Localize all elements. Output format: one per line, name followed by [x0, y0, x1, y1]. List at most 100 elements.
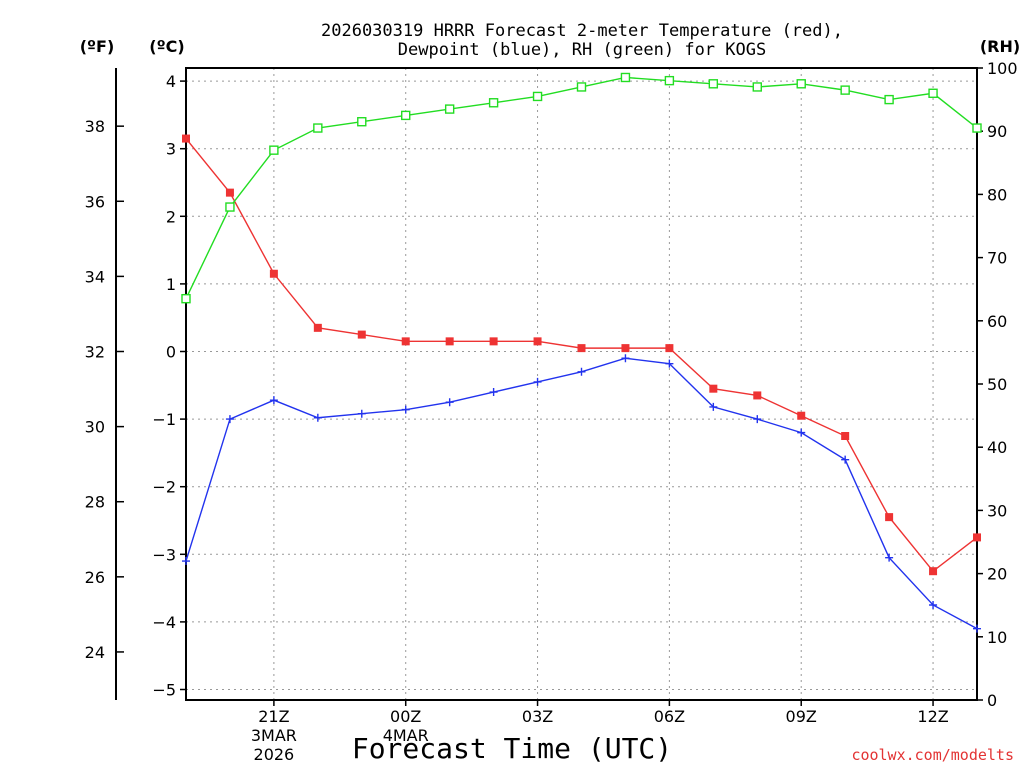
chart-title-line1: 2026030319 HRRR Forecast 2-meter Tempera… [321, 21, 843, 41]
fahrenheit-tick-label: 32 [85, 343, 105, 362]
temperature-point [797, 411, 806, 420]
dewpoint-point [621, 354, 630, 363]
temperature-point [533, 337, 542, 346]
dewpoint-point [709, 402, 718, 411]
temperature-point [929, 567, 938, 576]
temperature-point [621, 344, 630, 353]
rh-tick-label: 20 [987, 565, 1007, 584]
dewpoint-point [445, 398, 454, 407]
temperature-point [665, 344, 674, 353]
dewpoint-point [973, 624, 981, 633]
x-tick-date-label: 4MAR [383, 726, 429, 745]
fahrenheit-tick-label: 38 [85, 117, 105, 136]
celsius-tick-label: −3 [152, 545, 176, 564]
dewpoint-point [182, 557, 190, 566]
rh-point [752, 82, 762, 92]
rh-point [840, 85, 850, 95]
grid-lines [186, 68, 977, 700]
dewpoint-point [225, 415, 234, 424]
rh-point [444, 104, 455, 114]
dewpoint-point [841, 455, 850, 464]
axes [115, 67, 983, 706]
fahrenheit-tick-label: 28 [85, 493, 105, 512]
dewpoint-point [489, 388, 498, 397]
rh-line [185, 76, 978, 299]
x-axis-title: Forecast Time (UTC) [352, 732, 672, 765]
dewpoint-point [313, 413, 322, 422]
rh-point [532, 91, 543, 102]
celsius-tick-label: 0 [166, 343, 176, 362]
rh-point [576, 82, 587, 92]
x-tick-label: 06Z [654, 707, 685, 726]
rh-tick-label: 90 [987, 122, 1007, 141]
celsius-tick-label: 1 [166, 275, 176, 294]
celsius-tick-label: −4 [152, 613, 176, 632]
celsius-tick-label: 2 [166, 207, 176, 226]
rh-point [488, 98, 499, 108]
credit-link[interactable]: coolwx.com/modelts [851, 746, 1014, 764]
fahrenheit-tick-label: 26 [85, 568, 105, 587]
rh-tick-label: 10 [987, 628, 1007, 647]
celsius-units-label: (ºC) [149, 37, 184, 56]
rh-point [269, 145, 279, 155]
rh-point [181, 293, 191, 304]
celsius-tick-label: 3 [166, 140, 176, 159]
rh-point [401, 110, 411, 121]
x-tick-label: 00Z [390, 707, 421, 726]
temperature-point [401, 337, 410, 346]
rh-point [225, 202, 235, 212]
rh-point [620, 72, 631, 83]
celsius-tick-label: −5 [152, 681, 176, 700]
rh-point [796, 79, 806, 89]
series-layer [181, 72, 982, 633]
rh-units-label: (RH) [980, 37, 1020, 56]
temperature-point [973, 533, 981, 542]
temperature-point [885, 513, 894, 522]
fahrenheit-tick-label: 36 [85, 192, 105, 211]
rh-tick-label: 60 [987, 312, 1007, 331]
x-tick-label: 09Z [786, 707, 817, 726]
x-tick-label: 12Z [917, 707, 948, 726]
rh-tick-label: 80 [987, 185, 1007, 204]
dewpoint-point [357, 409, 366, 418]
chart-title-line2: Dewpoint (blue), RH (green) for KOGS [398, 40, 766, 60]
dewpoint-point [269, 396, 278, 405]
dewpoint-point [533, 377, 542, 386]
fahrenheit-tick-label: 24 [85, 643, 105, 662]
dewpoint-point [885, 553, 894, 562]
x-tick-label: 03Z [522, 707, 553, 726]
rh-point [928, 88, 938, 98]
rh-point [664, 75, 675, 86]
celsius-tick-label: −2 [152, 478, 176, 497]
celsius-tick-label: 4 [166, 72, 176, 91]
temperature-point [182, 134, 190, 143]
temperature-point [753, 391, 762, 400]
rh-tick-label: 100 [987, 59, 1018, 78]
dewpoint-point [753, 415, 762, 424]
temperature-point [489, 337, 498, 346]
temperature-point [269, 269, 278, 278]
temperature-point [709, 384, 718, 393]
x-tick-date-label: 3MAR [251, 726, 297, 745]
temperature-line [185, 138, 978, 573]
temperature-point [577, 344, 586, 353]
temperature-point [313, 323, 322, 332]
fahrenheit-units-label: (ºF) [80, 37, 115, 56]
dewpoint-line [185, 357, 978, 630]
rh-tick-label: 50 [987, 375, 1007, 394]
fahrenheit-tick-label: 30 [85, 418, 105, 437]
plot-frame [185, 67, 978, 701]
rh-tick-label: 40 [987, 438, 1007, 457]
x-tick-year-label: 2026 [254, 745, 295, 764]
dewpoint-point [401, 405, 410, 414]
tick-labels: 43210−1−2−3−4−53836343230282624100908070… [85, 59, 1018, 764]
dewpoint-point [797, 428, 806, 437]
rh-point [313, 123, 323, 133]
rh-tick-label: 30 [987, 501, 1007, 520]
temperature-point [225, 188, 234, 197]
rh-point [708, 79, 719, 89]
temperature-point [445, 337, 454, 346]
fahrenheit-tick-label: 34 [85, 267, 105, 286]
rh-point [884, 94, 894, 105]
